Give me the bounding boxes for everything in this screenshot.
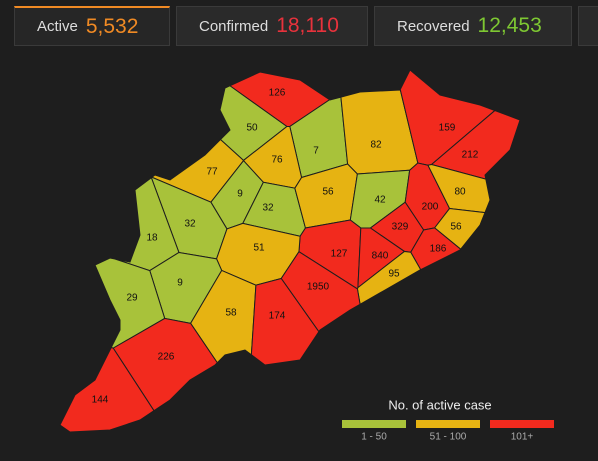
district-label: 80 bbox=[454, 187, 466, 198]
district bbox=[250, 277, 320, 366]
district bbox=[94, 257, 166, 349]
district-label: 200 bbox=[422, 202, 439, 213]
district bbox=[190, 269, 257, 364]
district bbox=[216, 222, 301, 286]
district bbox=[289, 96, 349, 179]
district-label: 50 bbox=[246, 123, 258, 134]
district-label: 840 bbox=[372, 251, 389, 262]
district-label: 9 bbox=[177, 278, 183, 289]
district-label: 1950 bbox=[307, 282, 330, 293]
district bbox=[357, 227, 406, 289]
district bbox=[340, 88, 419, 175]
tab-label: Recovered bbox=[397, 17, 470, 35]
district bbox=[150, 138, 245, 203]
district-label: 42 bbox=[374, 195, 386, 206]
tab[interactable]: Confirmed 18,110 bbox=[176, 6, 368, 46]
district-label: 174 bbox=[269, 311, 286, 322]
district bbox=[242, 181, 307, 237]
district-label: 18 bbox=[146, 233, 158, 244]
district-label: 126 bbox=[269, 88, 286, 99]
district-label: 29 bbox=[126, 293, 138, 304]
legend-label: 51 - 100 bbox=[430, 432, 467, 443]
district bbox=[210, 159, 264, 230]
district-label: 32 bbox=[262, 203, 274, 214]
legend-title: No. of active case bbox=[388, 397, 491, 412]
district bbox=[149, 251, 223, 324]
district bbox=[150, 176, 228, 260]
district bbox=[410, 227, 462, 271]
tab[interactable]: Recovered 12,453 bbox=[374, 6, 572, 46]
district-label: 51 bbox=[253, 243, 265, 254]
district-label: 159 bbox=[439, 123, 456, 134]
district bbox=[114, 176, 180, 272]
legend-swatch bbox=[490, 420, 554, 428]
district bbox=[356, 250, 422, 306]
district bbox=[280, 251, 361, 333]
district-label: 226 bbox=[158, 352, 175, 363]
legend-swatch bbox=[416, 420, 480, 428]
district-label: 212 bbox=[462, 150, 479, 161]
tab-value: 18,110 bbox=[276, 14, 339, 37]
district bbox=[59, 346, 155, 433]
district bbox=[369, 201, 425, 253]
tab-label: Confirmed bbox=[199, 17, 269, 35]
district bbox=[430, 109, 521, 180]
district-label: 76 bbox=[271, 155, 283, 166]
district bbox=[228, 71, 331, 127]
district bbox=[298, 219, 362, 290]
district-label: 329 bbox=[392, 222, 409, 233]
district-label: 9 bbox=[237, 189, 243, 200]
district-label: 82 bbox=[370, 140, 382, 151]
tab-value: 5,532 bbox=[85, 14, 139, 38]
district-label: 95 bbox=[388, 269, 400, 280]
legend-label: 101+ bbox=[511, 432, 534, 443]
district-label: 56 bbox=[450, 222, 462, 233]
tab[interactable]: Active 5,532 bbox=[14, 6, 170, 46]
district bbox=[219, 85, 288, 162]
district bbox=[433, 208, 486, 250]
tab-value: 12,453 bbox=[477, 14, 542, 37]
district bbox=[349, 169, 411, 229]
district-label: 144 bbox=[92, 395, 109, 406]
tab-label: Active bbox=[37, 18, 78, 35]
district-label: 7 bbox=[313, 146, 319, 157]
district-label: 56 bbox=[322, 187, 334, 198]
district bbox=[242, 126, 303, 189]
district bbox=[112, 317, 218, 412]
district bbox=[294, 163, 358, 229]
district-label: 77 bbox=[206, 167, 218, 178]
district bbox=[427, 163, 491, 214]
district-label: 186 bbox=[430, 244, 447, 255]
district bbox=[399, 69, 496, 166]
district bbox=[404, 162, 451, 231]
district-label: 127 bbox=[331, 249, 348, 260]
district-label: 58 bbox=[225, 308, 237, 319]
district-label: 32 bbox=[184, 219, 196, 230]
legend-label: 1 - 50 bbox=[361, 432, 387, 443]
tab[interactable] bbox=[578, 6, 598, 46]
legend-swatch bbox=[342, 420, 406, 428]
